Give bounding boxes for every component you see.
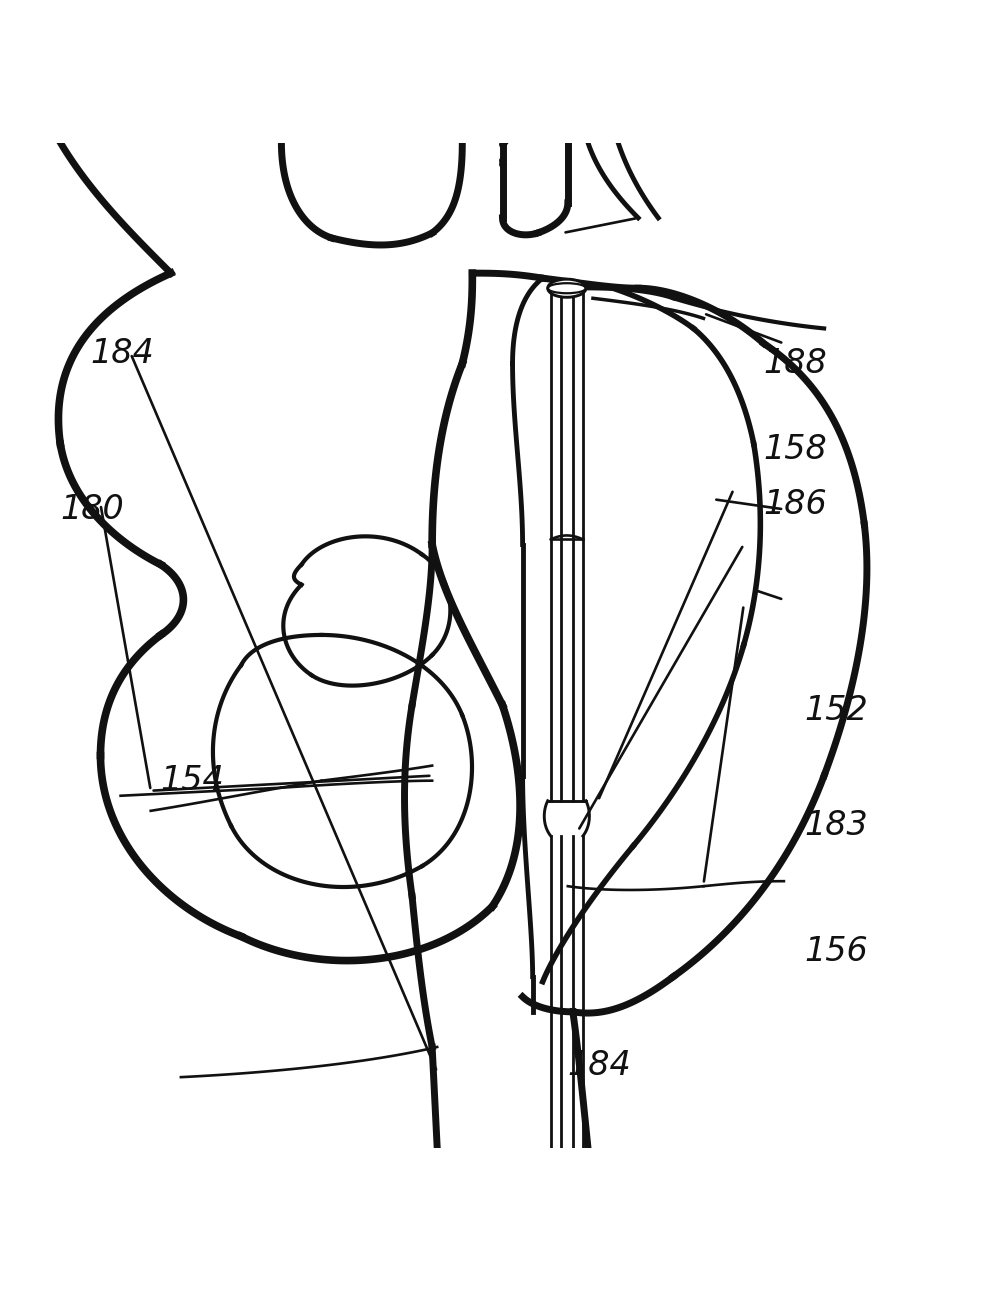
Text: 180: 180 xyxy=(60,493,124,526)
Text: 183: 183 xyxy=(804,809,867,842)
Ellipse shape xyxy=(548,279,586,297)
Text: 188: 188 xyxy=(764,347,827,381)
Text: 152: 152 xyxy=(804,694,867,726)
Text: 184: 184 xyxy=(90,337,154,370)
Text: 184: 184 xyxy=(568,1049,631,1081)
Text: 186: 186 xyxy=(764,488,827,521)
Text: 156: 156 xyxy=(804,935,867,968)
Text: 158: 158 xyxy=(764,432,827,466)
Text: 154: 154 xyxy=(161,764,224,797)
